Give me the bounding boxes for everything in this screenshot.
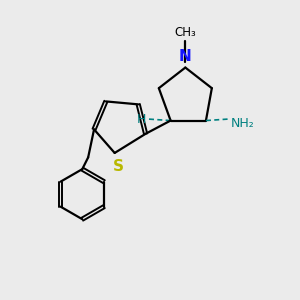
- Text: CH₃: CH₃: [175, 26, 196, 39]
- Text: N: N: [179, 49, 192, 64]
- Text: H: H: [137, 112, 146, 126]
- Text: NH₂: NH₂: [230, 117, 254, 130]
- Text: S: S: [113, 159, 124, 174]
